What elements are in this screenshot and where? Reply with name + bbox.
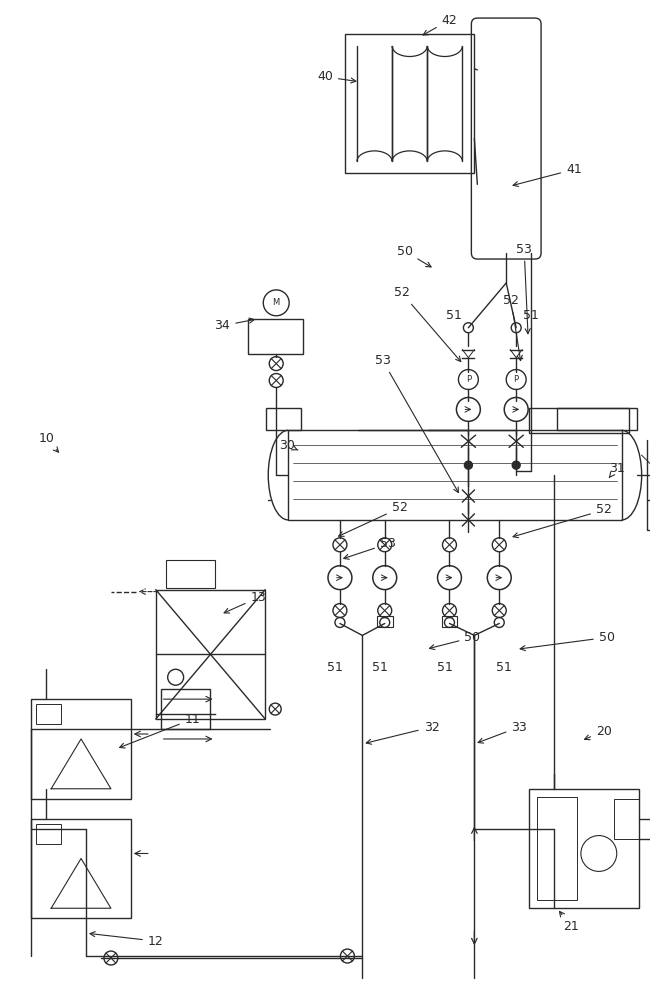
Text: 52: 52	[503, 294, 522, 361]
Text: 50: 50	[520, 631, 615, 651]
Text: 11: 11	[120, 713, 201, 748]
Text: 51: 51	[496, 661, 512, 674]
Bar	[288, 430, 622, 520]
Bar	[557, 408, 637, 430]
Bar	[646, 500, 651, 530]
Bar	[36, 704, 61, 724]
Text: 13: 13	[224, 591, 266, 613]
Text: 20: 20	[585, 725, 612, 740]
Text: 31: 31	[609, 462, 624, 478]
Text: 50: 50	[396, 245, 431, 267]
Text: 42: 42	[423, 14, 458, 35]
Text: 51: 51	[327, 661, 343, 674]
Text: 30: 30	[279, 439, 298, 452]
Bar	[36, 824, 61, 844]
Circle shape	[512, 461, 520, 469]
Circle shape	[464, 461, 473, 469]
Bar	[345, 34, 475, 173]
Text: P: P	[466, 375, 471, 384]
Bar	[614, 799, 639, 839]
Text: 52: 52	[339, 501, 408, 536]
Text: 52: 52	[513, 503, 612, 538]
Text: 50: 50	[430, 631, 480, 650]
Bar	[166, 560, 215, 588]
Bar	[529, 408, 629, 433]
Text: 32: 32	[367, 721, 439, 744]
Text: 51: 51	[372, 661, 388, 674]
Text: 40: 40	[317, 70, 356, 83]
Bar	[248, 319, 303, 354]
Bar	[266, 408, 301, 430]
Bar	[31, 819, 131, 918]
Text: 52: 52	[394, 286, 461, 362]
Bar	[156, 590, 265, 719]
Text: 34: 34	[215, 318, 255, 332]
Text: 51: 51	[523, 309, 539, 322]
Bar	[529, 789, 639, 908]
Text: 51: 51	[437, 661, 452, 674]
Text: 41: 41	[513, 163, 582, 186]
Text: 33: 33	[478, 721, 527, 743]
Bar	[161, 689, 210, 729]
Bar	[441, 616, 458, 627]
Text: 53: 53	[516, 243, 532, 334]
Text: 10: 10	[38, 432, 59, 452]
Bar	[377, 616, 393, 627]
Text: 51: 51	[445, 309, 462, 322]
Bar	[31, 699, 131, 799]
Bar	[537, 797, 577, 900]
Text: 21: 21	[559, 911, 579, 933]
Text: 12: 12	[90, 932, 163, 948]
Text: M: M	[273, 298, 280, 307]
Text: P: P	[514, 375, 519, 384]
Text: 53: 53	[344, 537, 396, 559]
Text: 53: 53	[375, 354, 458, 493]
